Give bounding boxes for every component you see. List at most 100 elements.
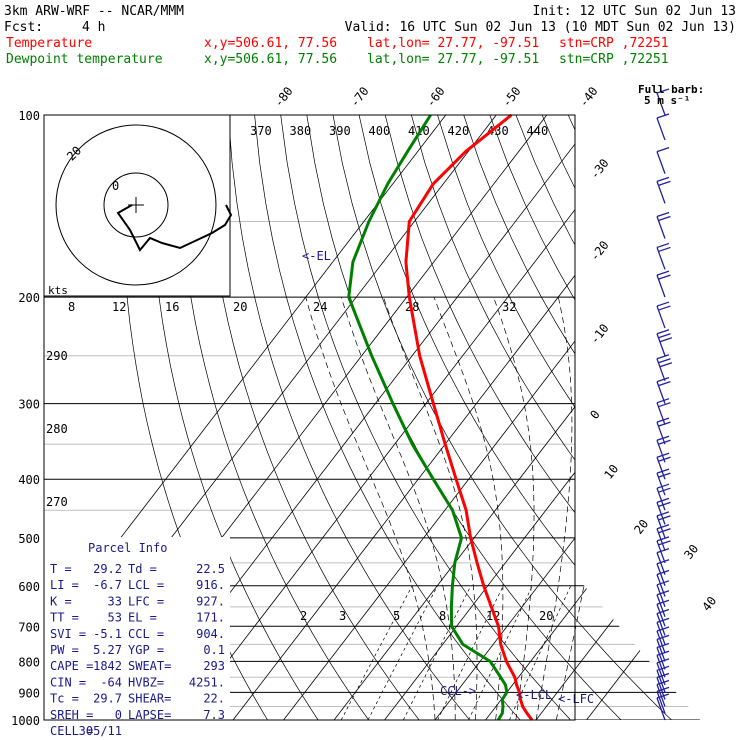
wind-barb-600 bbox=[656, 559, 670, 587]
wind-barb-475 bbox=[656, 497, 671, 525]
wind-barb-staff bbox=[656, 457, 666, 480]
theta-label-390: 390 bbox=[329, 124, 351, 138]
wind-barb-flag bbox=[656, 301, 670, 307]
isotherm-label--20: -20 bbox=[587, 238, 611, 264]
theta-label-420: 420 bbox=[448, 124, 470, 138]
hodograph-speed-label-12: 12 bbox=[112, 300, 126, 314]
pressure-label-1000: 1000 bbox=[11, 714, 40, 728]
parcel-key-left: Tc = bbox=[50, 692, 79, 706]
parcel-key-right: LAPSE= bbox=[128, 708, 171, 722]
dry-adiabat-label-290: 290 bbox=[46, 349, 68, 363]
wind-barb-625 bbox=[656, 569, 670, 597]
isotherm--10 bbox=[333, 115, 700, 720]
wind-barb-flag bbox=[656, 580, 670, 586]
isotherm-label-0: 0 bbox=[587, 408, 602, 422]
mixing-ratio-label-5: 5 bbox=[393, 609, 400, 623]
wind-barb-flag bbox=[656, 497, 670, 504]
mixing-ratio-label-8: 8 bbox=[439, 609, 446, 623]
mixing-ratio-2 bbox=[340, 585, 413, 720]
wind-barb-325 bbox=[656, 398, 671, 425]
wind-barb-flag bbox=[656, 242, 670, 249]
wind-barb-staff bbox=[656, 662, 666, 686]
wind-barb-staff bbox=[656, 630, 666, 654]
pressure-label-200: 200 bbox=[18, 291, 40, 305]
moist-adiabat-30 bbox=[535, 297, 573, 720]
pressure-label-100: 100 bbox=[18, 109, 40, 123]
wind-barb-flag bbox=[658, 381, 671, 387]
wind-barb-staff bbox=[656, 697, 666, 721]
sounding-profiles bbox=[347, 113, 534, 721]
wind-barb-staff bbox=[656, 274, 666, 298]
wind-barb-staff bbox=[656, 613, 666, 636]
wind-barb-flag bbox=[658, 528, 671, 534]
parcel-key-left: CELL = bbox=[50, 724, 93, 738]
parcel-key-left: PW = bbox=[50, 643, 79, 657]
isotherm--20 bbox=[283, 115, 700, 720]
parcel-value-right: 927. bbox=[196, 594, 225, 608]
wind-barb-staff bbox=[656, 574, 666, 597]
wind-barb-flag bbox=[656, 547, 670, 554]
parcel-value-left: 5.27 bbox=[93, 643, 122, 657]
wind-barb-staff bbox=[656, 358, 666, 382]
dry-adiabat-400 bbox=[515, 115, 700, 720]
parcel-info-title: Parcel Info bbox=[88, 541, 167, 555]
isotherm-label--40: -40 bbox=[576, 84, 600, 110]
wind-barb-180 bbox=[656, 242, 671, 270]
parcel-info-background bbox=[44, 537, 230, 720]
dry-adiabat-label-280: 280 bbox=[46, 422, 68, 436]
isotherm--30 bbox=[232, 115, 699, 720]
dry-adiabat-260 bbox=[149, 115, 319, 720]
wind-barb-525 bbox=[656, 524, 671, 551]
wind-barb-staff bbox=[656, 151, 666, 174]
temp-legend-latlon: lat,lon= 27.77, -97.51 bbox=[367, 36, 539, 51]
wind-barb-staff bbox=[656, 381, 666, 404]
hodograph: 0 20 kts bbox=[43, 114, 233, 297]
hodograph-speed-label-8: 8 bbox=[68, 300, 75, 314]
wind-barb-flag bbox=[656, 642, 670, 649]
dry-adiabat-290 bbox=[228, 115, 470, 720]
parcel-key-left: CAPE = bbox=[50, 659, 93, 673]
wind-barb-flag bbox=[658, 540, 671, 546]
hodograph-speed-label-16: 16 bbox=[165, 300, 179, 314]
wind-barb-staff bbox=[656, 487, 666, 511]
pressure-label-500: 500 bbox=[18, 532, 40, 546]
theta-label-400: 400 bbox=[369, 124, 391, 138]
wind-barb-flag bbox=[656, 211, 670, 218]
isotherm-10 bbox=[434, 115, 700, 720]
init-time: Init: 12 UTC Sun 02 Jun 13 bbox=[533, 4, 737, 19]
wind-barb-flag bbox=[658, 358, 671, 364]
dry-adiabat-270 bbox=[175, 115, 369, 720]
wind-barb-425 bbox=[656, 468, 671, 496]
wind-barb-staff bbox=[656, 684, 666, 707]
hodograph-unit: kts bbox=[48, 284, 68, 297]
parcel-key-left: K = bbox=[50, 594, 72, 608]
wind-barb-flag bbox=[656, 147, 670, 153]
hodograph-speed-label-32: 32 bbox=[502, 300, 516, 314]
dry-adiabat-370 bbox=[437, 115, 700, 720]
isotherm-labels: -80 -70 -60 -50 -40 -30 -20 -10 0 10 20 30 40 bbox=[271, 84, 719, 614]
wind-barb-flag bbox=[656, 88, 670, 94]
wind-barb-staff bbox=[656, 502, 666, 525]
dew-legend-stn: stn=CRP ,72251 bbox=[559, 52, 669, 67]
wind-barb-staff bbox=[656, 677, 666, 700]
wind-barb-staff bbox=[656, 117, 666, 141]
wind-barb-flag bbox=[658, 305, 671, 311]
hodograph-trace bbox=[116, 204, 233, 252]
wind-barb-staff bbox=[656, 216, 666, 239]
wind-barb-staff bbox=[656, 670, 666, 693]
mixing-ratio-label-3: 3 bbox=[339, 609, 346, 623]
pressure-label-400: 400 bbox=[18, 473, 40, 487]
theta-label-370: 370 bbox=[250, 124, 272, 138]
mixing-ratio-label-2: 2 bbox=[300, 609, 307, 623]
wind-barb-flag bbox=[656, 468, 670, 474]
wind-barb-550 bbox=[656, 536, 671, 564]
dry-adiabat-360 bbox=[411, 115, 700, 720]
parcel-value-right: 4251. bbox=[189, 675, 225, 689]
parcel-key-right: Td = bbox=[128, 562, 157, 576]
wind-barb-staff bbox=[656, 421, 666, 445]
mixing-ratio-3 bbox=[367, 585, 438, 720]
wind-barb-flag bbox=[656, 511, 670, 517]
wind-barb-flag bbox=[656, 176, 670, 183]
wind-barb-staff bbox=[656, 594, 666, 617]
wind-barb-flag bbox=[656, 377, 670, 383]
